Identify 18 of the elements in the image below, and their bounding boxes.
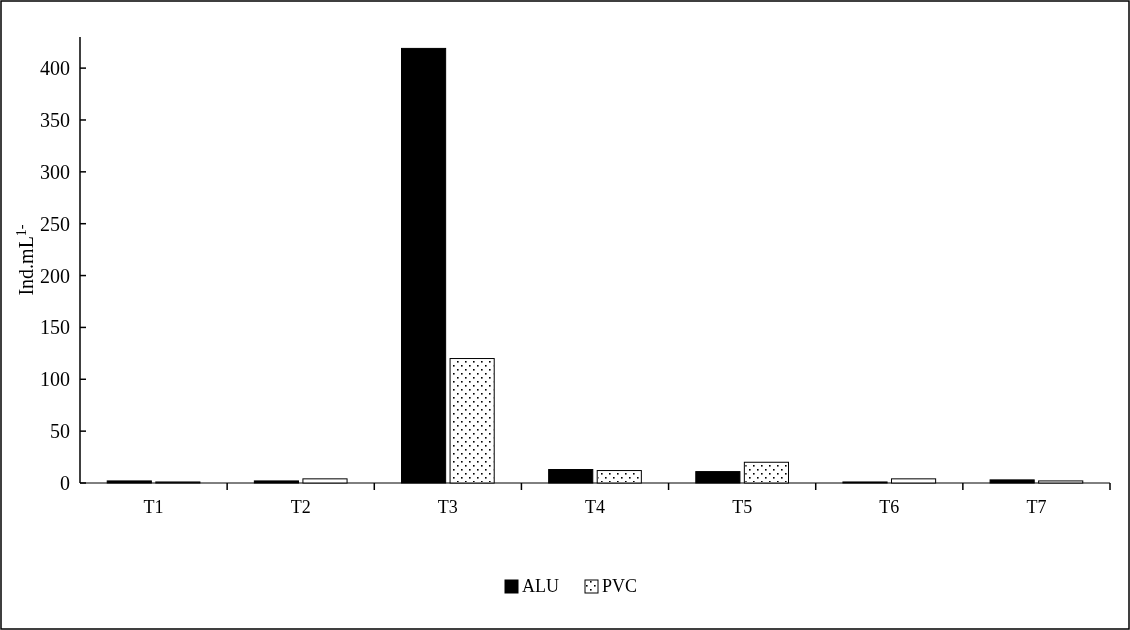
y-tick-label: 200 (40, 264, 70, 287)
y-tick-label: 0 (60, 472, 70, 494)
legend-label: ALU (522, 576, 559, 596)
y-tick-label: 50 (50, 420, 70, 443)
y-tick-label: 400 (40, 57, 70, 80)
x-tick-label: T1 (143, 497, 164, 517)
y-tick-label: 300 (40, 160, 70, 183)
x-tick-label: T4 (585, 497, 605, 517)
y-tick-label: 250 (40, 212, 70, 235)
x-tick-label: T6 (879, 497, 900, 517)
x-tick-label: T2 (290, 497, 311, 517)
x-tick-label: T7 (1026, 497, 1047, 517)
x-tick-label: T3 (437, 497, 458, 517)
y-tick-label: 350 (40, 108, 70, 131)
y-tick-label: 150 (40, 316, 70, 339)
legend-label: PVC (602, 576, 638, 596)
y-tick-label: 100 (40, 368, 70, 391)
x-tick-label: T5 (732, 497, 753, 517)
